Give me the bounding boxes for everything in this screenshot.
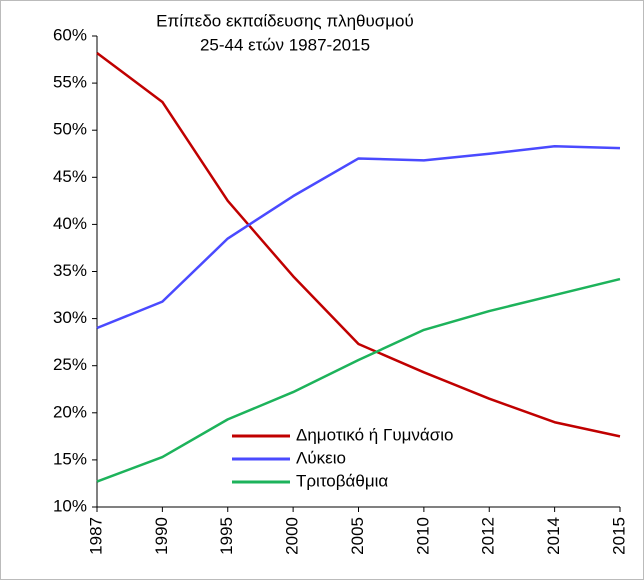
x-tick-label: 2010 bbox=[413, 517, 432, 555]
x-tick-label: 1987 bbox=[86, 517, 105, 555]
chart-subtitle: 25-44 ετών 1987-2015 bbox=[200, 35, 370, 54]
y-tick-label: 45% bbox=[53, 167, 87, 186]
y-tick-label: 50% bbox=[53, 120, 87, 139]
series-line bbox=[96, 277, 621, 483]
y-tick-label: 30% bbox=[53, 308, 87, 327]
x-tick-label: 2015 bbox=[609, 517, 628, 555]
x-tick-label: 2012 bbox=[479, 517, 498, 555]
y-tick-label: 35% bbox=[53, 261, 87, 280]
x-tick-label: 1995 bbox=[217, 517, 236, 555]
series-line bbox=[96, 51, 621, 438]
legend-label: Λύκειο bbox=[296, 448, 346, 467]
y-tick-label: 15% bbox=[53, 449, 87, 468]
series-line bbox=[96, 144, 621, 330]
chart-title: Επίπεδο εκπαίδευσης πληθυσμού bbox=[156, 11, 414, 30]
y-tick-label: 55% bbox=[53, 73, 87, 92]
x-tick-label: 1990 bbox=[152, 517, 171, 555]
y-tick-label: 40% bbox=[53, 214, 87, 233]
y-tick-label: 60% bbox=[53, 25, 87, 44]
x-tick-label: 2014 bbox=[544, 517, 563, 555]
legend-label: Δημοτικό ή Γυμνάσιο bbox=[296, 425, 453, 444]
y-tick-label: 25% bbox=[53, 355, 87, 374]
y-tick-label: 10% bbox=[53, 496, 87, 515]
y-tick-label: 20% bbox=[53, 402, 87, 421]
x-tick-label: 2000 bbox=[283, 517, 302, 555]
legend-label: Τριτοβάθμια bbox=[296, 471, 388, 490]
x-tick-label: 2005 bbox=[348, 517, 367, 555]
